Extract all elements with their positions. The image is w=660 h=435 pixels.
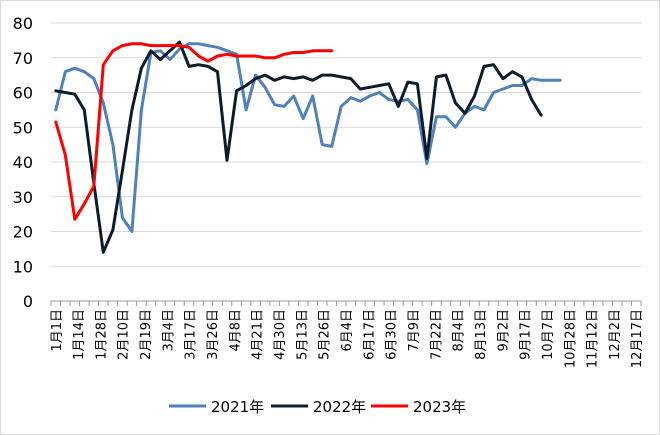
x-tick-label: 10月7日: [541, 309, 556, 360]
x-tick-label: 8月13日: [474, 309, 489, 360]
x-tick-label: 12月2日: [608, 309, 623, 360]
y-tick-label: 70: [13, 49, 33, 68]
series-line-2022年: [54, 40, 543, 254]
grid-lines: [51, 22, 641, 302]
x-tick-label: 4月21日: [251, 309, 266, 360]
x-tick-label: 1月28日: [94, 309, 109, 360]
x-tick-label: 2月10日: [117, 309, 132, 360]
x-tick-label: 2月19日: [139, 309, 154, 360]
x-tick-label: 1月1日: [50, 309, 65, 352]
legend-label-2023: 2023年: [413, 398, 466, 416]
x-tick-label: 4月8日: [228, 309, 243, 352]
x-tick-label: 3月4日: [161, 309, 176, 352]
y-tick-label: 40: [13, 153, 33, 172]
x-tick-label: 3月26日: [206, 309, 221, 360]
legend-label-2022: 2022年: [313, 398, 366, 416]
x-tick-label: 3月17日: [184, 309, 199, 360]
y-tick-label: 20: [13, 223, 33, 242]
series-line-2021年: [54, 42, 562, 233]
y-tick-label: 10: [13, 257, 33, 276]
x-tick-label: 4月30日: [273, 309, 288, 360]
x-tick-label: 6月30日: [385, 309, 400, 360]
y-tick-label: 80: [13, 14, 33, 33]
x-tick-label: 7月9日: [407, 309, 422, 352]
x-axis: 1月1日 1月14日 1月28日 2月10日 2月19日 3月4日 3月17日 3月26日 4月…: [50, 301, 645, 368]
x-tick-label: 11月12日: [586, 309, 601, 368]
y-tick-label: 50: [13, 118, 33, 137]
legend-item-2022: 2022年: [271, 398, 366, 416]
y-tick-label: 60: [13, 84, 33, 103]
x-tick-label: 8月4日: [452, 309, 467, 352]
x-tick-label: 5月13日: [295, 309, 310, 360]
x-tick-label: 12月17日: [630, 309, 645, 368]
legend-item-2023: 2023年: [371, 398, 466, 416]
y-tick-label: 0: [23, 292, 33, 311]
x-tick-label: 9月17日: [519, 309, 534, 360]
x-tick-label: 10月28日: [563, 309, 578, 368]
x-tick-label: 6月4日: [340, 309, 355, 352]
x-tick-label: 7月22日: [429, 309, 444, 360]
y-tick-label: 30: [13, 188, 33, 207]
y-axis-ticks: 0 10 20 30 40 50 60 70 80: [13, 14, 33, 311]
x-tick-label: 5月26日: [318, 309, 333, 360]
series-lines: [54, 40, 562, 254]
legend-item-2021: 2021年: [169, 398, 264, 416]
legend-label-2021: 2021年: [211, 398, 264, 416]
x-tick-label: 9月2日: [496, 309, 511, 352]
x-tick-label: 6月17日: [362, 309, 377, 360]
series-line-2023年: [54, 42, 334, 221]
x-tick-label: 1月14日: [72, 309, 87, 360]
legend: 2021年 2022年 2023年: [169, 398, 466, 416]
